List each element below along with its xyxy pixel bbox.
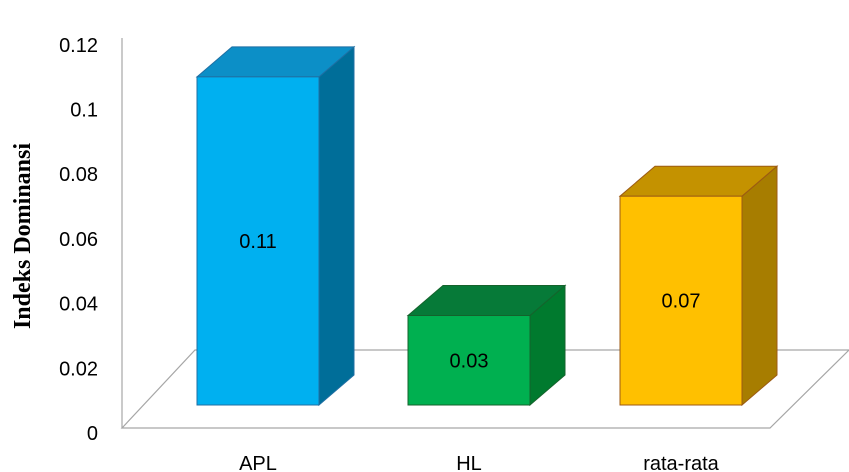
- bar: 0.11: [195, 45, 356, 407]
- y-axis-label: Indeks Dominansi: [10, 143, 36, 329]
- bar-side: [318, 45, 355, 407]
- floor: [120, 349, 849, 429]
- x-category-label: HL: [456, 453, 482, 472]
- y-tick-label: 0.08: [59, 164, 98, 186]
- chart-walls: [120, 38, 849, 429]
- data-label: 0.11: [239, 231, 276, 253]
- y-tick-label: 0.04: [59, 294, 98, 316]
- y-tick-label: 0: [87, 423, 98, 445]
- bar: 0.07: [618, 165, 779, 407]
- bar-front: [619, 195, 743, 406]
- data-label: 0.07: [662, 291, 701, 313]
- x-axis-categories: APL HL rata-rata: [239, 453, 720, 472]
- x-category-label: APL: [239, 453, 277, 472]
- y-axis-ticks: 0 0.02 0.04 0.06 0.08 0.1 0.12: [59, 35, 98, 445]
- y-tick-label: 0.12: [59, 35, 98, 57]
- y-tick-label: 0.1: [70, 100, 98, 122]
- x-category-label: rata-rata: [643, 453, 719, 472]
- data-label: 0.03: [450, 350, 489, 372]
- bar-front: [196, 76, 320, 406]
- bar-front: [407, 315, 531, 406]
- y-tick-label: 0.02: [59, 358, 98, 380]
- bar-side: [741, 165, 778, 407]
- bar: 0.03: [406, 284, 567, 407]
- y-tick-label: 0.06: [59, 229, 98, 251]
- bars: 0.11 0.03 0.07: [195, 45, 779, 407]
